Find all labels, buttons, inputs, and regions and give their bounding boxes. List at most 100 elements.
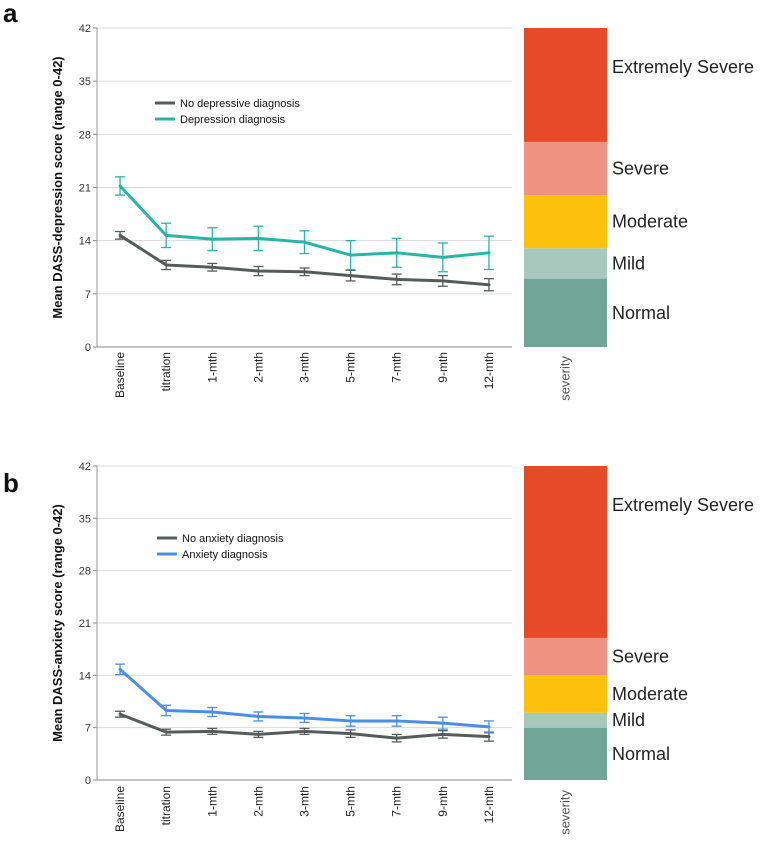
data-point xyxy=(303,729,306,733)
legend-label: No depressive diagnosis xyxy=(180,98,300,110)
severity-band xyxy=(524,466,607,638)
severity-label: Severe xyxy=(612,647,669,667)
y-axis-label: Mean DASS-depression score (range 0-42) xyxy=(50,56,65,318)
data-point xyxy=(395,277,399,281)
x-tick-label: 1-mth xyxy=(205,786,219,817)
x-tick-label: 3-mth xyxy=(298,352,312,383)
data-point xyxy=(487,735,491,739)
data-point xyxy=(164,263,168,267)
data-point xyxy=(441,732,445,736)
y-tick-label: 42 xyxy=(79,461,91,473)
data-point xyxy=(303,240,306,244)
y-tick-label: 14 xyxy=(79,236,91,248)
severity-band xyxy=(524,712,607,728)
data-point xyxy=(395,736,399,740)
data-point xyxy=(210,265,214,269)
x-tick-label: titration xyxy=(159,352,173,391)
data-point xyxy=(395,719,399,723)
severity-label: Moderate xyxy=(612,212,688,232)
severity-band xyxy=(524,248,607,279)
severity-label: Severe xyxy=(612,159,669,179)
legend-label: Anxiety diagnosis xyxy=(182,549,268,561)
y-tick-label: 0 xyxy=(85,775,91,787)
data-point xyxy=(256,236,260,240)
data-point xyxy=(349,274,353,278)
x-tick-label: 7-mth xyxy=(390,786,404,817)
x-tick-label: 2-mth xyxy=(251,352,265,383)
data-point xyxy=(210,729,214,733)
data-point xyxy=(118,184,122,188)
severity-label: Mild xyxy=(612,710,645,730)
data-point xyxy=(256,714,260,718)
data-point xyxy=(487,283,491,287)
y-tick-label: 7 xyxy=(85,723,91,735)
y-tick-label: 35 xyxy=(79,76,91,88)
data-point xyxy=(118,667,122,671)
data-point xyxy=(349,253,353,257)
data-point xyxy=(256,732,260,736)
x-tick-label: 9-mth xyxy=(436,352,450,383)
severity-axis-label: severity xyxy=(558,790,573,835)
data-point xyxy=(164,730,168,734)
x-tick-label: titration xyxy=(159,786,173,825)
severity-label: Mild xyxy=(612,253,645,273)
data-point xyxy=(256,269,260,273)
data-point xyxy=(118,233,122,237)
severity-label: Moderate xyxy=(612,684,688,704)
data-point xyxy=(349,732,353,736)
y-tick-label: 14 xyxy=(79,670,91,682)
data-point xyxy=(487,725,491,729)
data-point xyxy=(349,719,353,723)
panel-a: a 0 7 14 21 28 35 42 Mean DASS-depression score… xyxy=(3,0,754,401)
panel-a-letter: a xyxy=(3,0,18,28)
data-point xyxy=(210,237,214,241)
x-tick-label: 5-mth xyxy=(344,352,358,383)
severity-band xyxy=(524,278,607,347)
x-tick-label: 12-mth xyxy=(482,786,496,823)
severity-band xyxy=(524,727,607,780)
data-point xyxy=(303,716,306,720)
severity-label: Normal xyxy=(612,744,670,764)
severity-band xyxy=(524,28,607,142)
legend-label: No anxiety diagnosis xyxy=(182,533,284,545)
severity-band xyxy=(524,637,607,676)
severity-label: Extremely Severe xyxy=(612,495,754,515)
data-point xyxy=(441,255,445,259)
data-point xyxy=(441,721,445,725)
x-tick-label: 3-mth xyxy=(298,786,312,817)
y-tick-label: 28 xyxy=(79,566,91,578)
x-tick-label: 2-mth xyxy=(251,786,265,817)
x-tick-label: 1-mth xyxy=(205,352,219,383)
y-tick-label: 0 xyxy=(85,342,91,354)
y-axis-label: Mean DASS-anxiety score (range 0-42) xyxy=(50,504,65,742)
data-point xyxy=(395,251,399,255)
data-point xyxy=(210,710,214,714)
x-tick-label: 9-mth xyxy=(436,786,450,817)
data-point xyxy=(487,251,491,255)
panel-b-letter: b xyxy=(3,468,19,498)
y-tick-label: 28 xyxy=(79,129,91,141)
panel-b: b 0 7 14 21 28 35 42 Mean DASS-anxiety score (r… xyxy=(3,461,754,835)
y-tick-label: 42 xyxy=(79,23,91,35)
severity-label: Extremely Severe xyxy=(612,57,754,77)
x-tick-label: 5-mth xyxy=(344,786,358,817)
data-point xyxy=(164,233,168,237)
legend-label: Depression diagnosis xyxy=(180,114,286,126)
x-tick-label: Baseline xyxy=(113,786,127,832)
severity-band xyxy=(524,141,607,196)
data-point xyxy=(303,270,306,274)
severity-label: Normal xyxy=(612,303,670,323)
data-point xyxy=(118,712,122,716)
y-tick-label: 21 xyxy=(79,618,91,630)
y-tick-label: 35 xyxy=(79,513,91,525)
x-tick-label: 7-mth xyxy=(390,352,404,383)
severity-band xyxy=(524,675,607,713)
data-point xyxy=(441,279,445,283)
y-tick-label: 7 xyxy=(85,289,91,301)
data-point xyxy=(164,708,168,712)
severity-band xyxy=(524,195,607,249)
x-tick-label: 12-mth xyxy=(482,352,496,389)
y-tick-label: 21 xyxy=(79,183,91,195)
x-tick-label: Baseline xyxy=(113,352,127,398)
